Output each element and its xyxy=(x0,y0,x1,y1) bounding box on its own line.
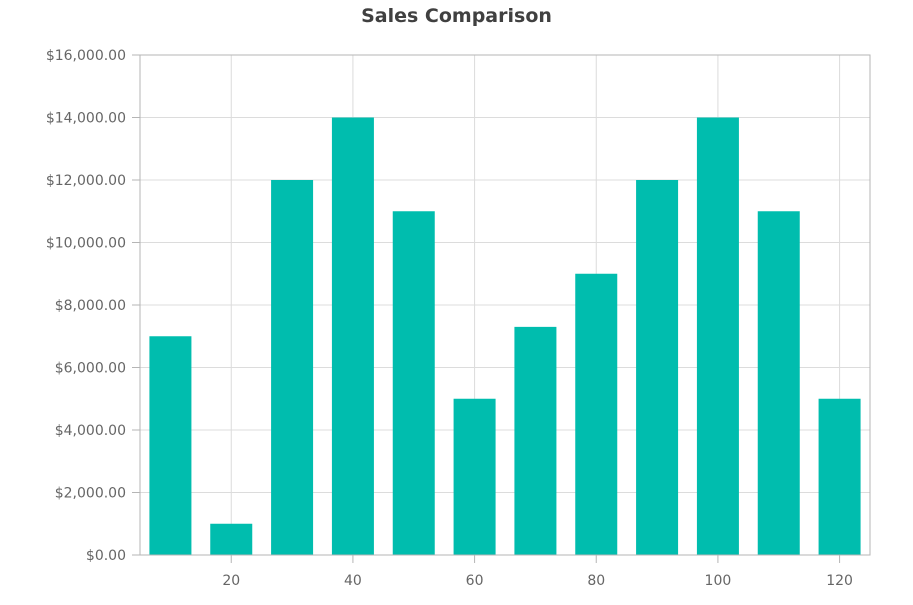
x-tick-label: 20 xyxy=(222,573,240,589)
bar xyxy=(271,180,314,555)
y-tick-label: $16,000.00 xyxy=(46,48,126,64)
bar xyxy=(757,211,800,555)
bar xyxy=(514,326,557,555)
y-tick-label: $12,000.00 xyxy=(46,173,126,189)
bar xyxy=(818,398,861,555)
bar xyxy=(575,273,618,555)
bar xyxy=(331,117,374,555)
bar xyxy=(149,336,192,555)
bar xyxy=(392,211,435,555)
bar xyxy=(453,398,496,555)
y-tick-label: $8,000.00 xyxy=(55,298,126,314)
y-tick-label: $6,000.00 xyxy=(55,361,126,377)
y-tick-label: $14,000.00 xyxy=(46,111,126,127)
x-tick-label: 40 xyxy=(344,573,362,589)
x-tick-label: 60 xyxy=(466,573,484,589)
x-tick-label: 100 xyxy=(705,573,732,589)
x-tick-label: 80 xyxy=(587,573,605,589)
y-tick-label: $4,000.00 xyxy=(55,423,126,439)
y-tick-label: $10,000.00 xyxy=(46,236,126,252)
bar xyxy=(696,117,739,555)
y-tick-label: $2,000.00 xyxy=(55,486,126,502)
bar xyxy=(636,180,679,555)
y-tick-label: $0.00 xyxy=(86,548,126,564)
plot-border xyxy=(139,54,871,556)
x-tick-label: 120 xyxy=(826,573,853,589)
bar xyxy=(210,523,253,555)
chart-title: Sales Comparison xyxy=(361,5,552,27)
